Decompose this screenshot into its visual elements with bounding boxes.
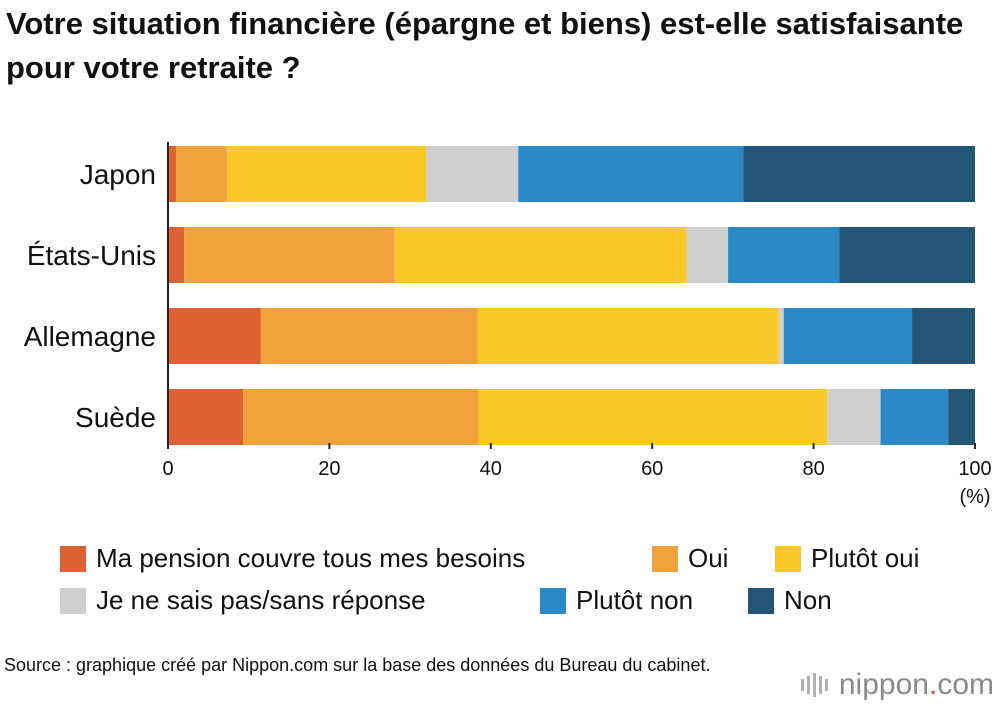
legend-item: Plutôt non [540,585,693,616]
bar-segment-0-3 [426,146,519,202]
logo-suffix: com [937,668,994,701]
logo-bars-icon [800,673,831,697]
bar-segment-3-5 [948,389,975,445]
bar-segment-3-4 [880,389,949,445]
legend-swatch [540,587,566,614]
legend-item: Plutôt oui [775,543,919,574]
bar-segment-2-5 [912,308,975,364]
legend-item: Oui [652,543,728,574]
source-note: Source : graphique créé par Nippon.com s… [4,655,711,675]
bar-segment-1-5 [839,227,975,283]
legend-swatch [775,545,801,572]
bar-segment-0-0 [168,146,177,202]
bar-segment-3-1 [243,389,479,445]
stacked-bar-chart: Japon États-Unis Allemagne Suède 0 20 40 60 80 10… [24,142,992,508]
bar-segment-2-4 [783,308,913,364]
category-label: États-Unis [27,240,156,271]
bar-segment-1-1 [184,227,395,283]
bar-segment-0-2 [226,146,427,202]
x-tick-label: 100 [958,458,991,480]
bar-segment-0-4 [518,146,744,202]
x-tick-label: 60 [641,458,663,480]
bar-segment-3-3 [827,389,881,445]
bar-segment-1-2 [394,227,687,283]
bar-segment-3-0 [168,389,244,445]
legend-swatch [60,545,86,572]
legend-item: Ma pension couvre tous mes besoins [60,543,525,574]
legend-label: Non [784,585,832,615]
x-tick-label: 80 [802,458,824,480]
category-label: Japon [80,159,156,190]
legend-swatch [60,587,86,614]
x-unit-label: (%) [959,486,990,508]
category-label: Suède [75,402,156,433]
chart-title: Votre situation financière (épargne et b… [6,6,964,85]
bar-segment-2-2 [477,308,779,364]
bar-segment-1-4 [728,227,840,283]
legend-item: Je ne sais pas/sans réponse [60,585,426,616]
x-tick-label: 20 [318,458,340,480]
legend-swatch [748,587,774,614]
bar-segment-0-5 [743,146,975,202]
bar-segment-1-0 [168,227,185,283]
legend-label: Oui [688,543,729,573]
x-tick-label: 0 [162,458,173,480]
bar-segment-2-0 [168,308,261,364]
bar-segment-3-2 [478,389,828,445]
legend-label: Ma pension couvre tous mes besoins [96,543,526,573]
bar-segment-1-3 [686,227,729,283]
bar-segment-0-1 [176,146,227,202]
bar-segment-2-1 [260,308,478,364]
logo-dot: . [928,668,938,701]
legend-label: Plutôt oui [811,543,920,573]
legend-label: Je ne sais pas/sans réponse [96,585,426,615]
legend-item: Non [748,585,832,616]
bar-segment-2-3 [778,308,784,364]
legend-swatch [652,545,678,572]
x-tick-label: 40 [480,458,502,480]
category-label: Allemagne [24,321,156,352]
logo-name: nippon [838,668,929,701]
legend-label: Plutôt non [576,585,694,615]
nippon-logo: nippon. com [800,668,994,702]
